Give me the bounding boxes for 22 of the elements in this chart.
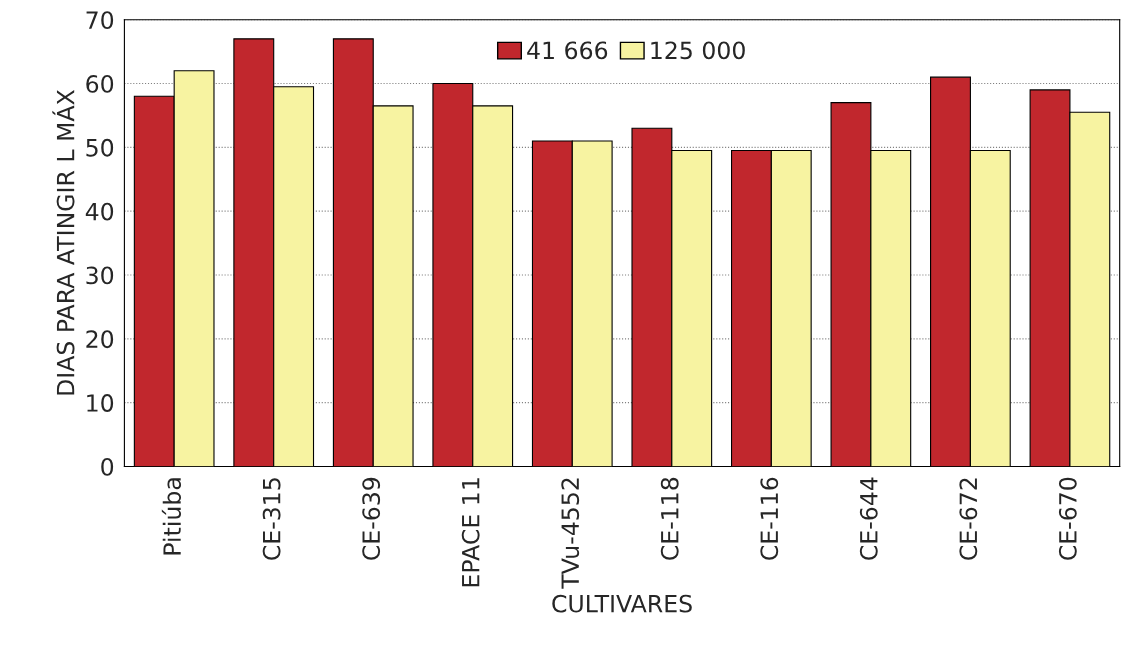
x-tick-label: CE-672 bbox=[959, 478, 978, 560]
x-tick-label: CE-639 bbox=[362, 477, 381, 560]
x-axis-title: CULTIVARES bbox=[552, 594, 692, 613]
x-tick-label: CE-315 bbox=[262, 478, 281, 560]
y-tick-label: 10 bbox=[87, 394, 114, 412]
legend-label: 41 666 bbox=[527, 41, 608, 60]
y-tick-label: 40 bbox=[85, 202, 114, 221]
x-tick-label: CE-118 bbox=[660, 477, 679, 560]
x-tick-label: TVu-4552 bbox=[561, 478, 580, 589]
y-tick-label: 70 bbox=[86, 11, 114, 30]
x-tick-label: CE-670 bbox=[1058, 477, 1077, 560]
y-axis-title: DIAS PARA ATINGIR L MÁX bbox=[52, 89, 75, 395]
y-tick-label: 60 bbox=[86, 74, 114, 93]
x-tick-label: EPACE 11 bbox=[461, 478, 480, 587]
y-tick-label: 30 bbox=[86, 266, 114, 285]
x-tick-label: Pitiúba bbox=[161, 478, 182, 555]
x-tick-label: CE-116 bbox=[760, 477, 779, 560]
y-tick-label: 50 bbox=[86, 138, 114, 157]
legend-label: 125 000 bbox=[651, 41, 745, 60]
y-tick-label: 0 bbox=[101, 457, 114, 476]
x-tick-label: CE-644 bbox=[859, 477, 878, 560]
y-tick-label: 20 bbox=[86, 330, 114, 349]
